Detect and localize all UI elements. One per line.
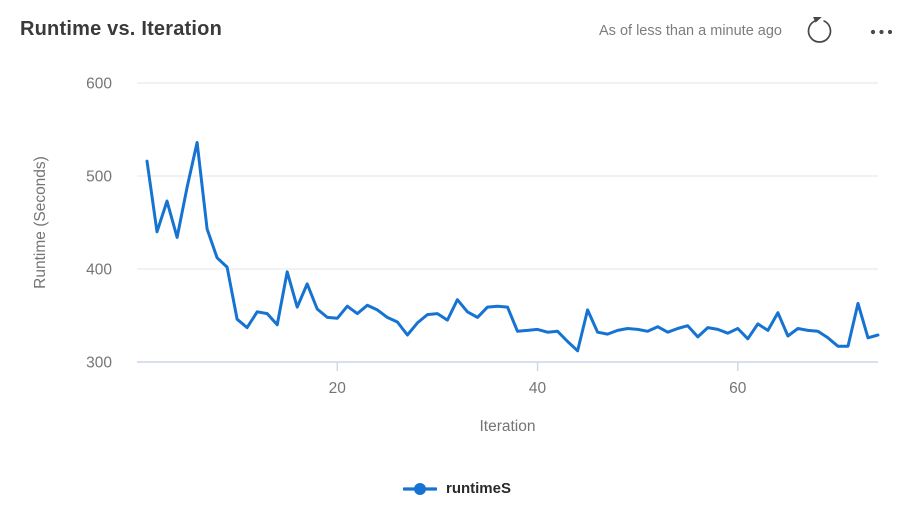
refresh-icon (807, 17, 832, 43)
x-tick-label: 20 (329, 380, 347, 397)
refresh-button[interactable] (802, 13, 838, 49)
x-axis-title: Iteration (479, 418, 535, 435)
chart-title: Runtime vs. Iteration (20, 18, 223, 40)
x-tick-label: 60 (729, 380, 747, 397)
more-options-button[interactable] (861, 18, 903, 46)
more-options-icon (870, 29, 893, 35)
y-tick-label: 600 (86, 76, 112, 93)
y-tick-label: 500 (86, 169, 112, 186)
legend-series-label: runtimeS (445, 480, 511, 497)
x-tick-label: 40 (529, 380, 547, 397)
y-tick-label: 400 (86, 262, 112, 279)
legend-dot (413, 482, 426, 495)
series-line-runtimeS[interactable] (145, 141, 880, 353)
y-axis-title: Runtime (Seconds) (32, 156, 49, 289)
y-tick-label: 300 (86, 355, 112, 372)
line-chart: 300 400 500 600 20 40 60 Iteration Runtime (Seco… (32, 76, 880, 435)
legend-marker-icon (402, 482, 437, 495)
freshness-label: As of less than a minute ago (599, 23, 782, 39)
legend[interactable]: runtimeS (0, 480, 914, 497)
